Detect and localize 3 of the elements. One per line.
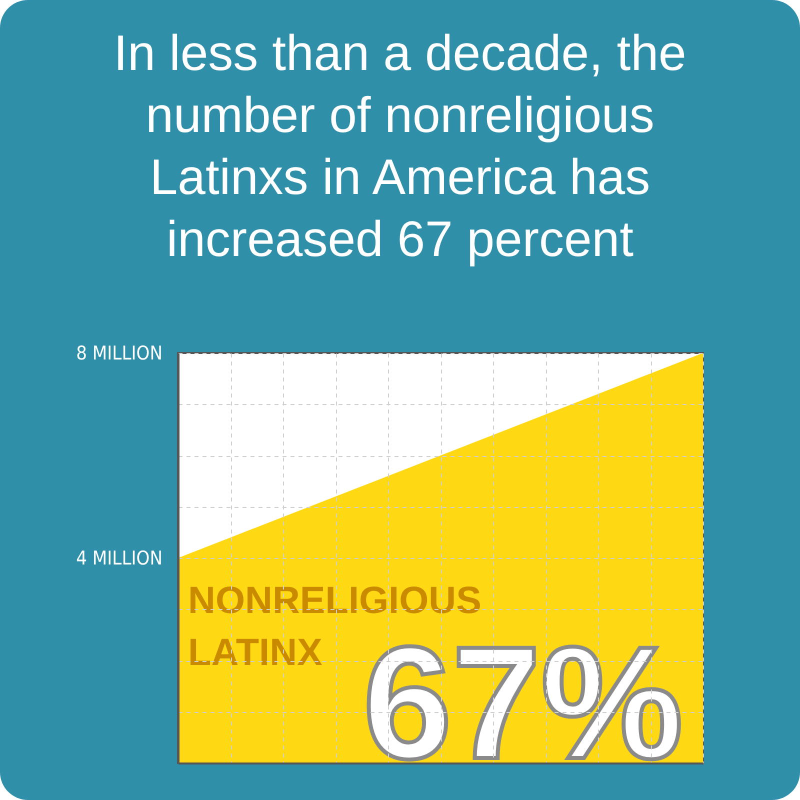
chart-title: In less than a decade, the number of nonreligious Latinxs in America has increased 67 percent xyxy=(112,24,688,269)
y-tick-label: 8 MILLION xyxy=(76,342,162,364)
y-tick-label: 4 MILLION xyxy=(76,548,162,570)
